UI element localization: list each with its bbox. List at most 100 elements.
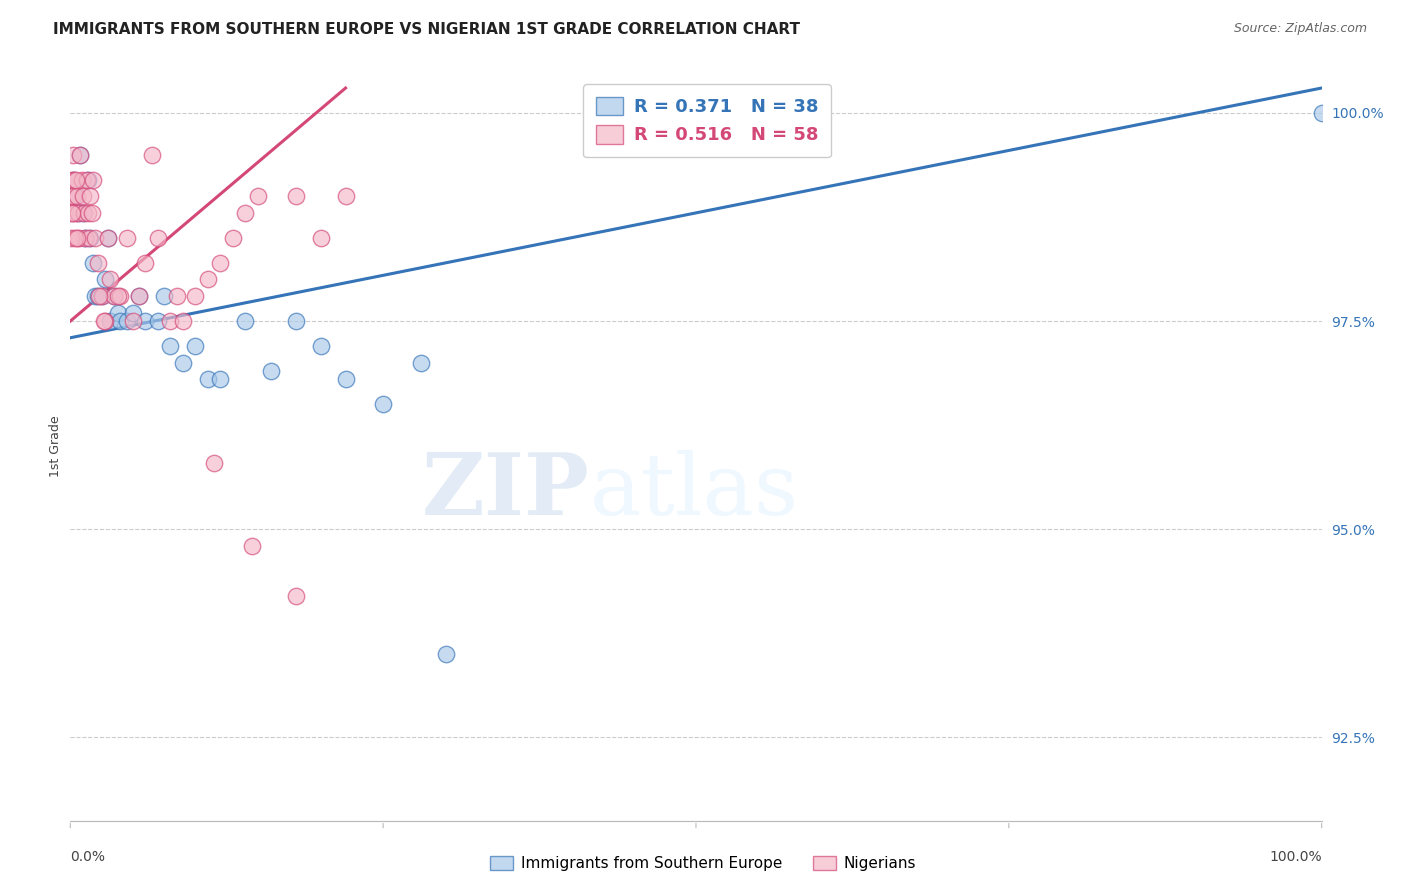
Text: Source: ZipAtlas.com: Source: ZipAtlas.com: [1233, 22, 1367, 36]
Nigerians: [146, 231, 169, 245]
Legend: R = 0.371   N = 38, R = 0.516   N = 58: R = 0.371 N = 38, R = 0.516 N = 58: [583, 84, 831, 157]
Immigrants from Southern Europe: [76, 172, 98, 186]
Nigerians: [197, 272, 219, 286]
Immigrants from Southern Europe: [107, 306, 129, 320]
Nigerians: [103, 289, 125, 303]
Nigerians: [59, 189, 82, 203]
Nigerians: [73, 206, 96, 220]
Nigerians: [63, 231, 86, 245]
Nigerians: [62, 189, 84, 203]
Nigerians: [247, 189, 270, 203]
Immigrants from Southern Europe: [103, 289, 125, 303]
Immigrants from Southern Europe: [309, 339, 332, 353]
Nigerians: [70, 172, 93, 186]
Nigerians: [172, 314, 194, 328]
Nigerians: [115, 231, 138, 245]
Immigrants from Southern Europe: [115, 314, 138, 328]
Nigerians: [60, 206, 83, 220]
Nigerians: [128, 289, 150, 303]
Immigrants from Southern Europe: [110, 314, 132, 328]
Nigerians: [65, 172, 87, 186]
Nigerians: [90, 289, 112, 303]
Nigerians: [76, 172, 98, 186]
Nigerians: [67, 231, 90, 245]
Immigrants from Southern Europe: [66, 206, 89, 220]
Immigrants from Southern Europe: [134, 314, 156, 328]
Nigerians: [134, 256, 156, 270]
Nigerians: [284, 589, 307, 603]
Nigerians: [63, 172, 86, 186]
Nigerians: [60, 206, 83, 220]
Nigerians: [93, 314, 115, 328]
Text: 0.0%: 0.0%: [70, 850, 105, 863]
Nigerians: [309, 231, 332, 245]
Immigrants from Southern Europe: [72, 206, 94, 220]
Nigerians: [69, 147, 91, 161]
Nigerians: [141, 147, 163, 161]
Immigrants from Southern Europe: [94, 272, 117, 286]
Nigerians: [65, 206, 87, 220]
Immigrants from Southern Europe: [84, 289, 107, 303]
Y-axis label: 1st Grade: 1st Grade: [49, 415, 62, 477]
Immigrants from Southern Europe: [335, 372, 357, 386]
Immigrants from Southern Europe: [371, 397, 394, 411]
Nigerians: [60, 172, 83, 186]
Nigerians: [335, 189, 357, 203]
Nigerians: [76, 206, 98, 220]
Nigerians: [94, 314, 117, 328]
Immigrants from Southern Europe: [184, 339, 207, 353]
Immigrants from Southern Europe: [79, 231, 101, 245]
Nigerians: [87, 256, 110, 270]
Text: 100.0%: 100.0%: [1270, 850, 1322, 863]
Nigerians: [284, 189, 307, 203]
Nigerians: [202, 456, 225, 470]
Immigrants from Southern Europe: [128, 289, 150, 303]
Nigerians: [184, 289, 207, 303]
Nigerians: [65, 189, 87, 203]
Nigerians: [235, 206, 257, 220]
Nigerians: [60, 231, 83, 245]
Nigerians: [110, 289, 132, 303]
Text: IMMIGRANTS FROM SOUTHERN EUROPE VS NIGERIAN 1ST GRADE CORRELATION CHART: IMMIGRANTS FROM SOUTHERN EUROPE VS NIGER…: [53, 22, 800, 37]
Immigrants from Southern Europe: [146, 314, 169, 328]
Immigrants from Southern Europe: [121, 306, 145, 320]
Nigerians: [87, 289, 110, 303]
Immigrants from Southern Europe: [153, 289, 176, 303]
Nigerians: [80, 206, 103, 220]
Nigerians: [75, 231, 97, 245]
Legend: Immigrants from Southern Europe, Nigerians: Immigrants from Southern Europe, Nigeria…: [484, 850, 922, 877]
Immigrants from Southern Europe: [90, 289, 112, 303]
Immigrants from Southern Europe: [235, 314, 257, 328]
Immigrants from Southern Europe: [65, 189, 87, 203]
Immigrants from Southern Europe: [97, 231, 120, 245]
Nigerians: [121, 314, 145, 328]
Immigrants from Southern Europe: [172, 356, 194, 370]
Immigrants from Southern Europe: [284, 314, 307, 328]
Nigerians: [222, 231, 245, 245]
Nigerians: [159, 314, 181, 328]
Immigrants from Southern Europe: [82, 256, 104, 270]
Nigerians: [79, 189, 101, 203]
Nigerians: [209, 256, 232, 270]
Nigerians: [66, 231, 89, 245]
Immigrants from Southern Europe: [87, 289, 110, 303]
Text: ZIP: ZIP: [422, 449, 589, 533]
Nigerians: [84, 231, 107, 245]
Nigerians: [66, 206, 89, 220]
Nigerians: [166, 289, 188, 303]
Nigerians: [98, 272, 121, 286]
Immigrants from Southern Europe: [98, 314, 121, 328]
Text: atlas: atlas: [589, 450, 799, 533]
Nigerians: [62, 147, 84, 161]
Immigrants from Southern Europe: [259, 364, 281, 378]
Immigrants from Southern Europe: [434, 647, 457, 661]
Immigrants from Southern Europe: [62, 172, 84, 186]
Immigrants from Southern Europe: [75, 231, 97, 245]
Nigerians: [107, 289, 129, 303]
Immigrants from Southern Europe: [69, 147, 91, 161]
Immigrants from Southern Europe: [209, 372, 232, 386]
Immigrants from Southern Europe: [409, 356, 432, 370]
Immigrants from Southern Europe: [197, 372, 219, 386]
Immigrants from Southern Europe: [159, 339, 181, 353]
Nigerians: [82, 172, 104, 186]
